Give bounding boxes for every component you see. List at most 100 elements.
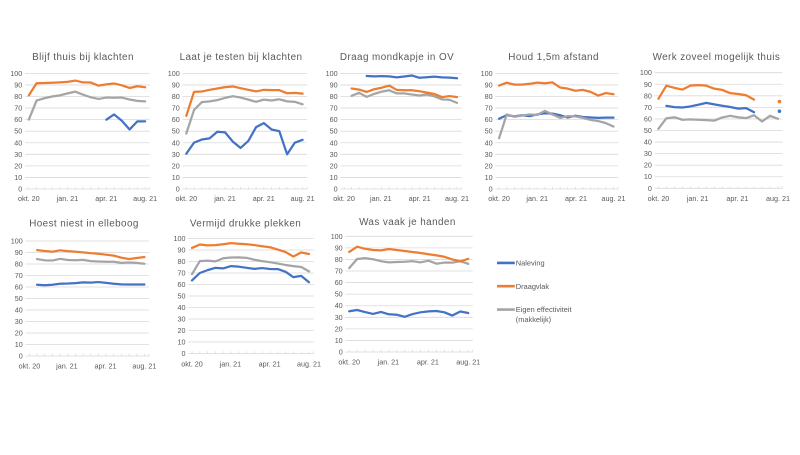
svg-text:Vermijd drukke plekken: Vermijd drukke plekken bbox=[190, 219, 301, 230]
svg-text:80: 80 bbox=[15, 260, 23, 269]
svg-text:30: 30 bbox=[335, 313, 343, 322]
svg-text:aug. 21: aug. 21 bbox=[456, 358, 480, 367]
svg-text:50: 50 bbox=[485, 127, 493, 136]
svg-text:aug. 21: aug. 21 bbox=[602, 194, 626, 203]
svg-text:apr. 21: apr. 21 bbox=[95, 194, 117, 203]
svg-text:apr. 21: apr. 21 bbox=[95, 361, 117, 370]
svg-text:10: 10 bbox=[14, 173, 22, 182]
svg-text:30: 30 bbox=[15, 317, 23, 326]
svg-text:0: 0 bbox=[334, 185, 338, 194]
svg-text:20: 20 bbox=[335, 324, 343, 333]
svg-text:okt. 20: okt. 20 bbox=[488, 194, 510, 203]
svg-text:0: 0 bbox=[182, 349, 186, 358]
svg-text:20: 20 bbox=[178, 326, 186, 335]
svg-text:okt. 20: okt. 20 bbox=[18, 194, 40, 203]
svg-text:90: 90 bbox=[330, 80, 338, 89]
svg-text:10: 10 bbox=[335, 336, 343, 345]
svg-text:30: 30 bbox=[330, 150, 338, 159]
svg-text:okt. 20: okt. 20 bbox=[176, 194, 198, 203]
svg-text:90: 90 bbox=[644, 80, 652, 89]
svg-text:60: 60 bbox=[172, 115, 180, 124]
svg-text:50: 50 bbox=[172, 127, 180, 136]
svg-text:0: 0 bbox=[19, 352, 23, 361]
svg-text:80: 80 bbox=[172, 92, 180, 101]
svg-text:jan. 21: jan. 21 bbox=[56, 194, 79, 203]
svg-text:20: 20 bbox=[172, 161, 180, 170]
svg-text:jan. 21: jan. 21 bbox=[686, 194, 709, 203]
svg-text:90: 90 bbox=[172, 80, 180, 89]
svg-text:Houd 1,5m afstand: Houd 1,5m afstand bbox=[508, 52, 599, 63]
svg-text:70: 70 bbox=[178, 269, 186, 278]
svg-text:100: 100 bbox=[10, 69, 22, 78]
svg-text:jan. 21: jan. 21 bbox=[213, 194, 236, 203]
svg-text:0: 0 bbox=[18, 185, 22, 194]
svg-text:jan. 21: jan. 21 bbox=[55, 361, 78, 370]
svg-text:apr. 21: apr. 21 bbox=[565, 194, 587, 203]
svg-text:80: 80 bbox=[485, 92, 493, 101]
svg-text:60: 60 bbox=[335, 278, 343, 287]
svg-text:60: 60 bbox=[644, 114, 652, 123]
svg-text:30: 30 bbox=[178, 315, 186, 324]
svg-text:80: 80 bbox=[335, 255, 343, 264]
svg-text:0: 0 bbox=[339, 348, 343, 357]
svg-text:30: 30 bbox=[644, 149, 652, 158]
svg-text:70: 70 bbox=[330, 104, 338, 113]
svg-text:Eigen effectiviteit: Eigen effectiviteit bbox=[516, 305, 572, 314]
svg-text:60: 60 bbox=[14, 115, 22, 124]
svg-text:30: 30 bbox=[14, 150, 22, 159]
svg-text:20: 20 bbox=[330, 161, 338, 170]
svg-text:Draagvlak: Draagvlak bbox=[516, 282, 550, 291]
svg-text:apr. 21: apr. 21 bbox=[253, 194, 275, 203]
svg-text:50: 50 bbox=[15, 294, 23, 303]
svg-text:20: 20 bbox=[485, 161, 493, 170]
svg-text:10: 10 bbox=[485, 173, 493, 182]
svg-text:100: 100 bbox=[481, 69, 493, 78]
svg-text:aug. 21: aug. 21 bbox=[291, 194, 315, 203]
svg-text:aug. 21: aug. 21 bbox=[133, 194, 157, 203]
svg-text:Laat je testen bij klachten: Laat je testen bij klachten bbox=[180, 52, 303, 63]
svg-text:60: 60 bbox=[178, 280, 186, 289]
svg-text:(makkelijk): (makkelijk) bbox=[516, 315, 551, 324]
svg-text:jan. 21: jan. 21 bbox=[369, 194, 392, 203]
svg-text:70: 70 bbox=[335, 267, 343, 276]
svg-text:40: 40 bbox=[644, 138, 652, 147]
svg-text:80: 80 bbox=[178, 257, 186, 266]
svg-text:Was vaak je handen: Was vaak je handen bbox=[359, 217, 456, 228]
svg-text:apr. 21: apr. 21 bbox=[409, 194, 431, 203]
svg-text:okt. 20: okt. 20 bbox=[338, 358, 360, 367]
svg-text:Draag mondkapje in OV: Draag mondkapje in OV bbox=[340, 52, 454, 63]
svg-text:70: 70 bbox=[485, 104, 493, 113]
svg-text:10: 10 bbox=[178, 338, 186, 347]
svg-text:70: 70 bbox=[644, 103, 652, 112]
svg-text:100: 100 bbox=[168, 69, 180, 78]
svg-text:40: 40 bbox=[485, 138, 493, 147]
svg-text:aug. 21: aug. 21 bbox=[297, 359, 321, 368]
svg-text:40: 40 bbox=[14, 138, 22, 147]
svg-text:Blijf thuis bij klachten: Blijf thuis bij klachten bbox=[32, 52, 134, 63]
svg-text:0: 0 bbox=[176, 185, 180, 194]
svg-text:apr. 21: apr. 21 bbox=[259, 359, 281, 368]
svg-text:40: 40 bbox=[172, 138, 180, 147]
svg-text:100: 100 bbox=[11, 237, 23, 246]
svg-text:aug. 21: aug. 21 bbox=[132, 361, 156, 370]
svg-text:40: 40 bbox=[15, 306, 23, 315]
svg-text:jan. 21: jan. 21 bbox=[377, 358, 400, 367]
svg-text:50: 50 bbox=[330, 127, 338, 136]
svg-text:10: 10 bbox=[330, 173, 338, 182]
svg-text:aug. 21: aug. 21 bbox=[766, 194, 790, 203]
svg-text:50: 50 bbox=[14, 127, 22, 136]
svg-text:okt. 20: okt. 20 bbox=[181, 359, 203, 368]
svg-text:apr. 21: apr. 21 bbox=[726, 194, 748, 203]
svg-text:100: 100 bbox=[331, 232, 343, 241]
svg-text:80: 80 bbox=[14, 92, 22, 101]
svg-text:100: 100 bbox=[326, 69, 338, 78]
svg-text:jan. 21: jan. 21 bbox=[219, 359, 242, 368]
svg-text:Naleving: Naleving bbox=[516, 259, 545, 268]
svg-text:60: 60 bbox=[485, 115, 493, 124]
svg-text:70: 70 bbox=[15, 271, 23, 280]
svg-text:Werk zoveel mogelijk thuis: Werk zoveel mogelijk thuis bbox=[653, 52, 781, 63]
svg-text:0: 0 bbox=[648, 184, 652, 193]
svg-text:apr. 21: apr. 21 bbox=[417, 358, 439, 367]
svg-text:10: 10 bbox=[644, 172, 652, 181]
svg-text:70: 70 bbox=[14, 104, 22, 113]
